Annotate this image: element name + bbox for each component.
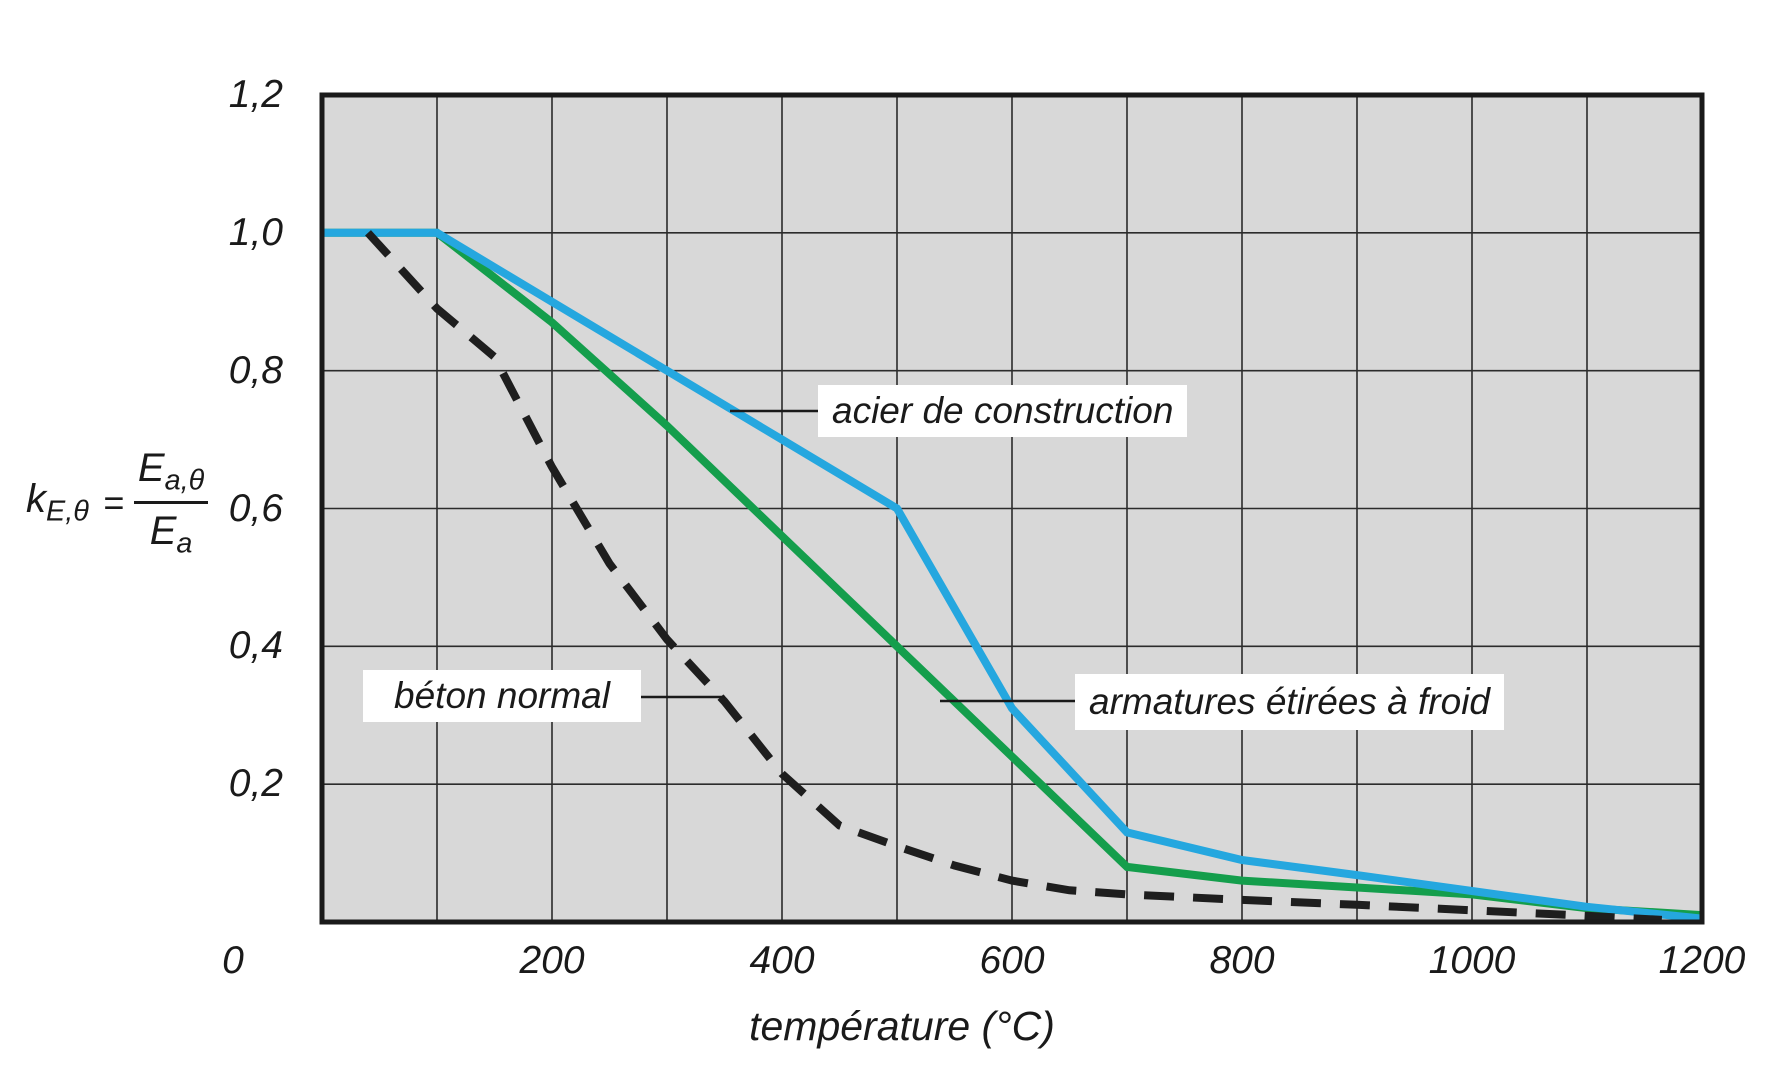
series-line-acier — [322, 228, 1703, 923]
formula-numerator-subscript: a,θ — [164, 464, 205, 497]
y-tick-label: 0,4 — [228, 624, 283, 668]
x-tick-label: 1000 — [1428, 939, 1516, 982]
y-axis-label-formula: kE,θ = Ea,θ Ea — [26, 447, 209, 559]
x-tick-label: 400 — [749, 939, 815, 982]
formula-fraction: Ea,θ Ea — [133, 447, 209, 559]
x-axis-title: température (°C) — [749, 1003, 1055, 1049]
formula-equals: = — [102, 481, 124, 523]
annotation-normal-concrete: béton normal — [363, 670, 641, 722]
formula-lhs-base: k — [26, 477, 46, 522]
y-tick-label: 0,8 — [228, 348, 283, 392]
x-tick-label: 0 — [222, 939, 244, 982]
y-tick-label: 1,0 — [228, 210, 283, 254]
formula-lhs: kE,θ — [26, 479, 89, 526]
x-tick-label: 200 — [519, 939, 585, 982]
x-tick-label: 1200 — [1658, 939, 1746, 982]
formula-lhs-subscript: E,θ — [46, 495, 89, 528]
annotation-cold-drawn-reinforcement: armatures étirées à froid — [1075, 674, 1505, 730]
y-tick-label: 0,2 — [228, 762, 283, 806]
fraction-bar — [133, 501, 209, 505]
series-line-beton — [365, 230, 1663, 924]
formula-denominator: Ea — [146, 510, 197, 558]
formula-denominator-base: E — [149, 509, 177, 554]
formula-numerator-base: E — [137, 446, 165, 490]
y-tick-label: 1,2 — [228, 73, 283, 116]
y-tick-label: 0,6 — [228, 486, 283, 530]
plot-border — [319, 92, 1705, 925]
x-tick-label: 600 — [979, 939, 1045, 982]
formula-denominator-subscript: a — [176, 528, 193, 561]
annotation-structural-steel: acier de construction — [818, 385, 1188, 437]
x-tick-label: 800 — [1209, 939, 1275, 982]
formula-numerator: Ea,θ — [134, 447, 208, 495]
